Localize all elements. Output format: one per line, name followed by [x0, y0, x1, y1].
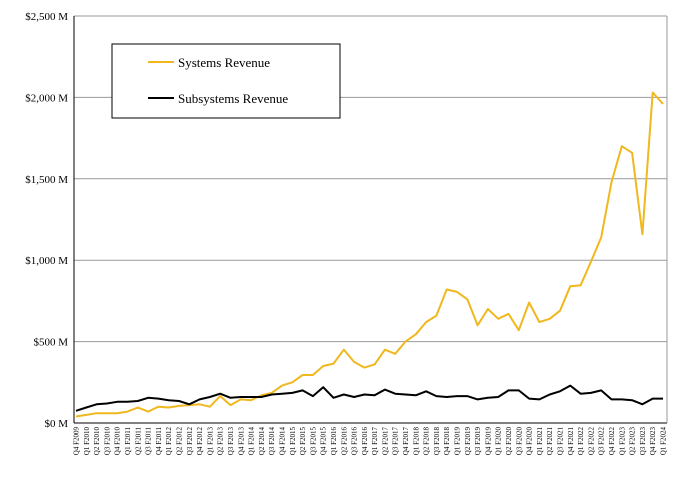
- x-tick-label: Q2 F2021: [546, 427, 554, 456]
- x-tick-label: Q1 F2019: [454, 427, 462, 456]
- x-tick-label: Q3 F2016: [351, 427, 359, 456]
- y-tick-label: $2,000 M: [25, 92, 68, 104]
- x-tick-label: Q1 F2010: [83, 427, 91, 456]
- x-tick-label: Q2 F2019: [464, 427, 472, 456]
- x-tick-label: Q1 F2024: [660, 427, 668, 456]
- x-tick-label: Q4 F2021: [567, 427, 575, 456]
- x-tick-label: Q2 F2017: [381, 427, 389, 456]
- y-tick-label: $0 M: [44, 418, 68, 430]
- x-tick-label: Q3 F2022: [598, 427, 606, 456]
- y-tick-label: $1,000 M: [25, 255, 68, 267]
- x-tick-label: Q3 F2014: [268, 427, 276, 456]
- x-tick-label: Q3 F2018: [433, 427, 441, 456]
- series-line-subsystems: [75, 384, 663, 412]
- x-tick-label: Q4 F2011: [155, 427, 163, 455]
- x-tick-label: Q4 F2023: [649, 427, 657, 456]
- x-tick-label: Q1 F2020: [495, 427, 503, 456]
- x-tick-label: Q1 F2012: [165, 427, 173, 456]
- x-tick-label: Q2 F2012: [175, 427, 183, 456]
- x-tick-label: Q3 F2019: [474, 427, 482, 456]
- x-tick-label: Q3 F2013: [227, 427, 235, 456]
- x-tick-label: Q3 F2017: [392, 427, 400, 456]
- x-tick-label: Q2 F2016: [340, 427, 348, 456]
- x-tick-label: Q2 F2023: [629, 427, 637, 456]
- x-tick-label: Q4 F2022: [608, 427, 616, 456]
- y-axis-ticks: $0 M $500 M $1,000 M $1,500 M $2,000 M $2,500…: [25, 11, 68, 430]
- x-tick-label: Q4 F2015: [320, 427, 328, 456]
- x-tick-label: Q1 F2021: [536, 427, 544, 456]
- y-tick-label: $1,500 M: [25, 174, 68, 186]
- legend: Systems Revenue Subsystems Revenue: [111, 43, 341, 119]
- x-tick-label: Q2 F2014: [258, 427, 266, 456]
- x-tick-label: Q4 F2020: [526, 427, 534, 456]
- x-tick-label: Q4 F2013: [237, 427, 245, 456]
- x-tick-label: Q1 F2013: [206, 427, 214, 456]
- x-tick-label: Q4 F2012: [196, 427, 204, 456]
- x-tick-label: Q2 F2018: [423, 427, 431, 456]
- series-lines: [75, 91, 664, 418]
- x-tick-label: Q2 F2013: [217, 427, 225, 456]
- x-tick-label: Q4 F2018: [443, 427, 451, 456]
- y-tick-label: $500 M: [33, 337, 68, 349]
- x-tick-label: Q4 F2019: [484, 427, 492, 456]
- x-tick-label: Q4 F2010: [114, 427, 122, 456]
- x-tick-label: Q1 F2014: [248, 427, 256, 456]
- x-tick-label: Q1 F2023: [618, 427, 626, 456]
- x-tick-label: Q1 F2015: [289, 427, 297, 456]
- x-tick-label: Q4 F2016: [361, 427, 369, 456]
- series-line-systems: [75, 91, 664, 418]
- x-tick-label: Q3 F2015: [309, 427, 317, 456]
- x-tick-label: Q1 F2016: [330, 427, 338, 456]
- x-tick-label: Q1 F2017: [371, 427, 379, 456]
- x-tick-label: Q3 F2011: [145, 427, 153, 455]
- x-tick-label: Q3 F2023: [639, 427, 647, 456]
- x-tick-label: Q1 F2018: [412, 427, 420, 456]
- x-tick-label: Q3 F2021: [557, 427, 565, 456]
- x-tick-label: Q3 F2010: [103, 427, 111, 456]
- x-tick-label: Q1 F2011: [124, 427, 132, 455]
- x-tick-label: Q3 F2012: [186, 427, 194, 456]
- x-tick-label: Q4 F2009: [73, 427, 81, 456]
- legend-box: [111, 43, 341, 119]
- y-tick-label: $2,500 M: [25, 11, 68, 23]
- x-tick-label: Q2 F2015: [299, 427, 307, 456]
- x-tick-label: Q2 F2022: [587, 427, 595, 456]
- x-tick-label: Q2 F2010: [93, 427, 101, 456]
- x-tick-label: Q4 F2014: [278, 427, 286, 456]
- x-tick-label: Q2 F2020: [505, 427, 513, 456]
- x-tick-label: Q4 F2017: [402, 427, 410, 456]
- x-tick-label: Q3 F2020: [515, 427, 523, 456]
- legend-label-systems: Systems Revenue: [178, 55, 270, 70]
- x-tick-label: Q1 F2022: [577, 427, 585, 456]
- x-axis-ticks: Q4 F2009 Q1 F2010 Q2 F2010 Q3 F2010 Q4 F2010…: [73, 427, 668, 456]
- x-tick-label: Q2 F2011: [134, 427, 142, 455]
- legend-label-subsystems: Subsystems Revenue: [178, 91, 288, 106]
